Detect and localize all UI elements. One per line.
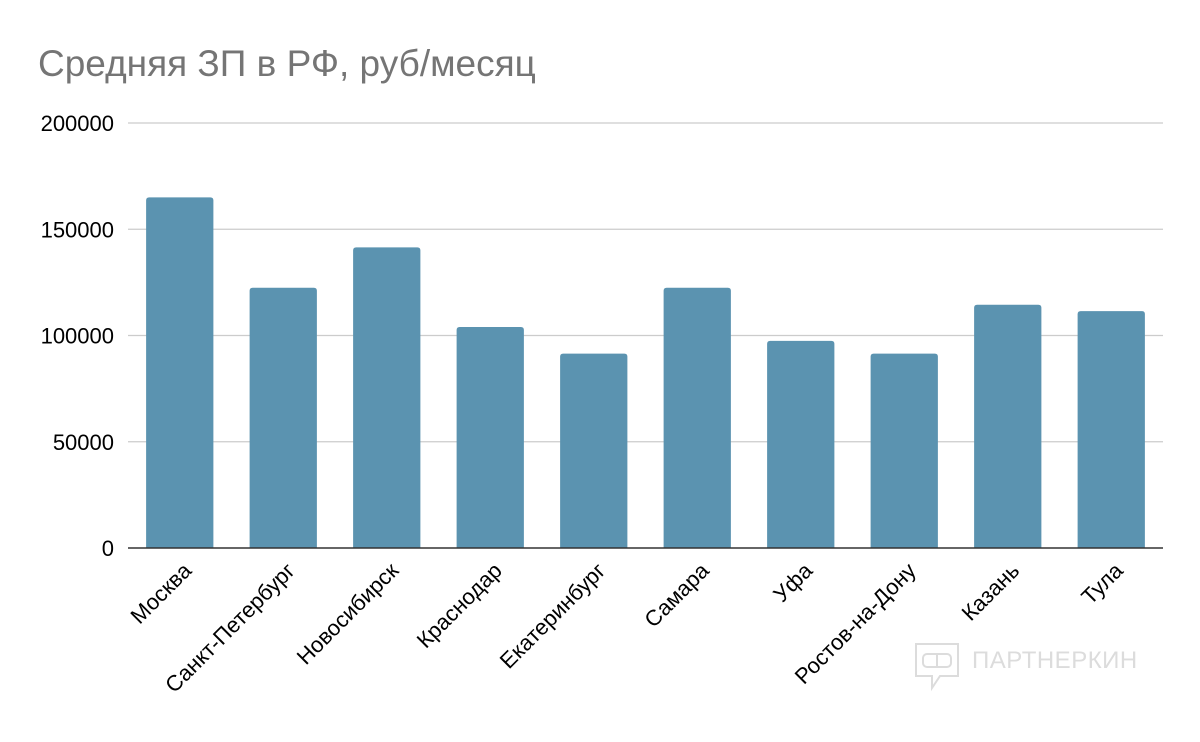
y-tick-label: 100000 (41, 324, 114, 349)
x-category-label: Краснодар (412, 558, 507, 653)
x-category-label: Самара (639, 557, 714, 632)
y-tick-label: 0 (102, 536, 114, 561)
x-category-label: Москва (125, 557, 196, 628)
bar (974, 304, 1042, 548)
bar (353, 247, 421, 548)
watermark-text: ПАРТНЕРКИН (972, 647, 1138, 674)
y-tick-label: 150000 (41, 217, 114, 242)
bar (767, 340, 835, 548)
bar (146, 197, 214, 548)
bar (249, 287, 317, 548)
watermark: ПАРТНЕРКИН (915, 643, 1138, 692)
x-category-label: Казань (957, 558, 1025, 626)
x-category-label: Уфа (768, 557, 818, 607)
x-category-label: Тула (1076, 557, 1128, 609)
vr-headset-speech-bubble-icon (915, 643, 959, 692)
y-tick-label: 50000 (53, 430, 114, 455)
y-axis-ticks: 0 50000 100000 150000 200000 (41, 111, 114, 561)
x-category-label: Новосибирск (292, 558, 404, 670)
y-tick-label: 200000 (41, 111, 114, 136)
bars (146, 197, 1145, 548)
bar (560, 353, 628, 548)
chart-title: Средняя ЗП в РФ, руб/месяц (38, 43, 536, 84)
bar (456, 327, 524, 548)
bar (870, 353, 938, 548)
bar (663, 287, 731, 548)
bar (1077, 311, 1145, 548)
x-category-label: Екатеринбург (495, 558, 611, 674)
